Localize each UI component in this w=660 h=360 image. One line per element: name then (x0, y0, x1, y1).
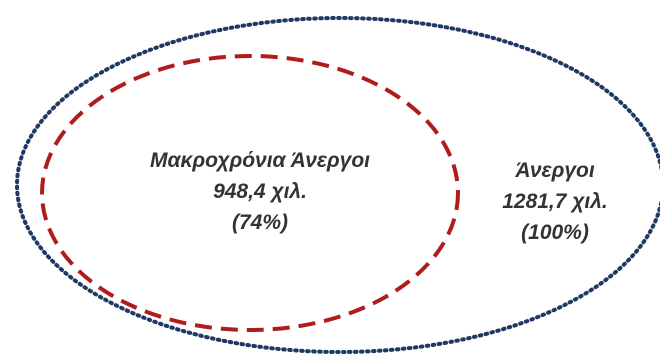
outer-set-name: Άνεργοι (515, 159, 595, 182)
inner-set-value: 948,4 χιλ. (213, 180, 307, 203)
inner-set-name: Μακροχρόνια Άνεργοι (150, 149, 370, 172)
outer-set-label: Άνεργοι 1281,7 χιλ. (100%) (470, 155, 640, 248)
outer-set-ellipse (15, 16, 660, 354)
outer-set-percent: (100%) (521, 221, 589, 244)
inner-set-percent: (74%) (231, 211, 289, 234)
outer-set-value: 1281,7 χιλ. (502, 190, 608, 213)
inner-set-ellipse (40, 54, 460, 332)
inner-set-label: Μακροχρόνια Άνεργοι 948,4 χιλ. (74%) (110, 145, 410, 238)
